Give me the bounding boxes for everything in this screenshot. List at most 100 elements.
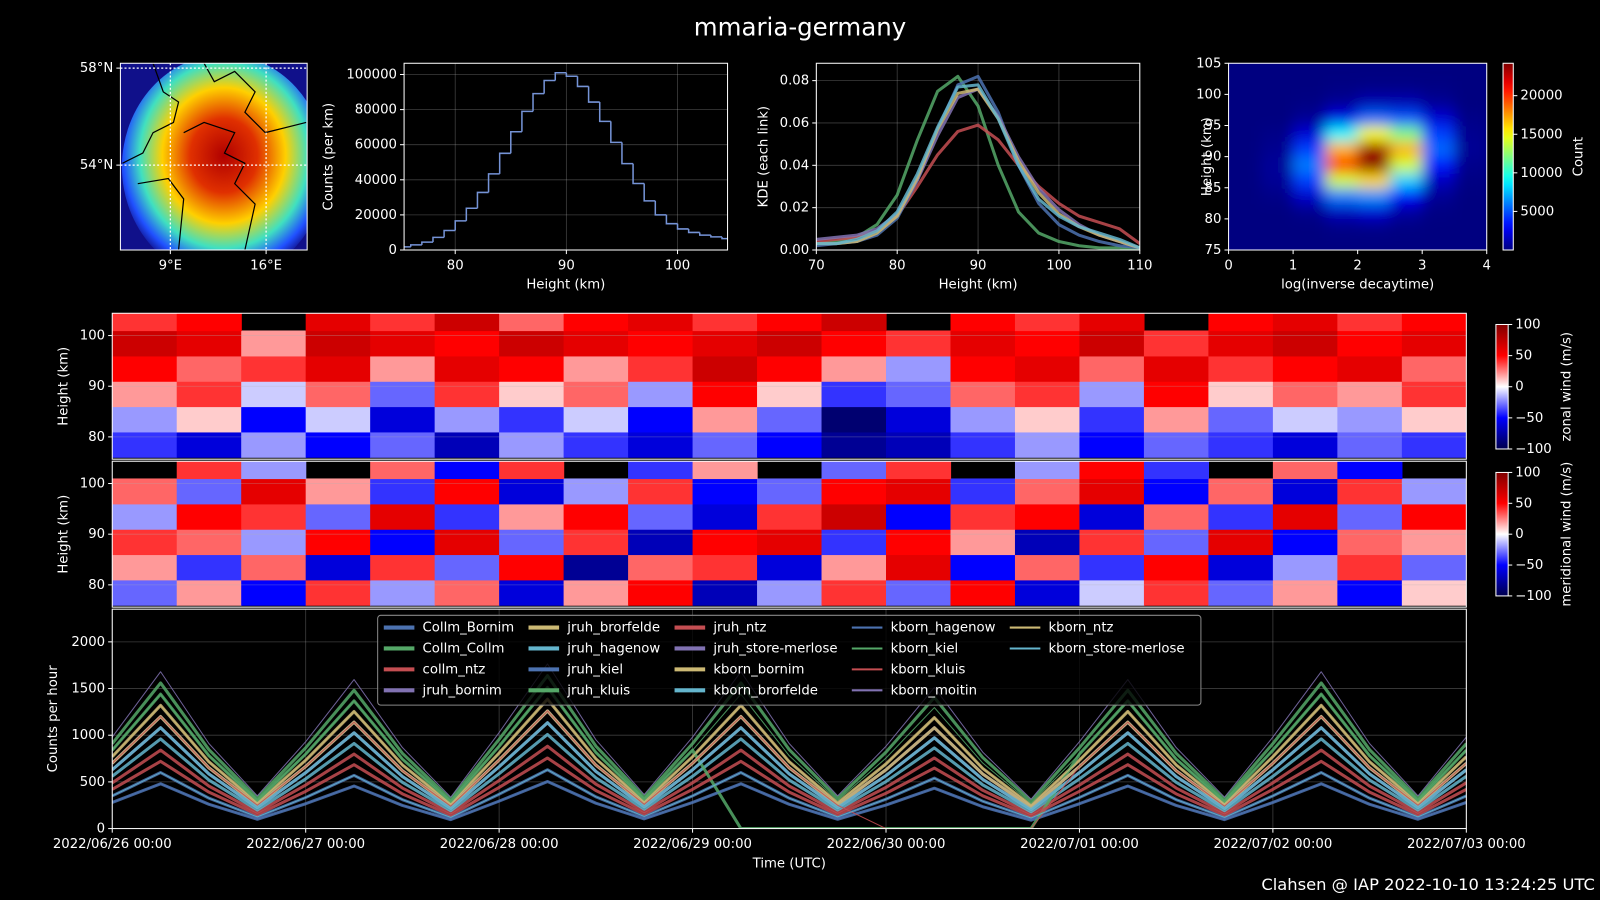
y-tick-label: 54°N <box>80 158 113 173</box>
y-tick-label: 1000 <box>71 728 105 743</box>
x-tick-label: 2022/06/29 00:00 <box>633 837 752 852</box>
heatmap-cell <box>1079 579 1145 606</box>
heatmap-cell <box>305 579 371 606</box>
heatmap-cell <box>1272 431 1338 458</box>
heatmap-cell <box>434 330 500 357</box>
y-axis-label: KDE (each link) <box>756 106 771 207</box>
heatmap-cell <box>950 478 1016 505</box>
heatmap-cell <box>1208 579 1274 606</box>
x-tick-label: 9°E <box>159 258 182 273</box>
y-tick-label: 2000 <box>71 635 105 650</box>
y-tick-label: 80000 <box>355 103 397 118</box>
y-tick-label: 100 <box>80 329 105 344</box>
heatmap-cell <box>757 355 823 382</box>
heatmap-cell <box>692 554 758 581</box>
heatmap-cell <box>1422 78 1456 95</box>
heatmap-cell <box>434 579 500 606</box>
heatmap-cell <box>241 529 307 556</box>
colorbar-tick-label: 50 <box>1515 496 1532 511</box>
heatmap-cell <box>1293 234 1326 250</box>
heatmap-cell <box>886 431 952 458</box>
y-tick-label: 105 <box>1196 56 1221 71</box>
legend-label: jruh_store-merlose <box>712 641 837 656</box>
heatmap-cell <box>176 406 242 433</box>
heatmap-cell <box>305 431 371 458</box>
y-tick-label: 80 <box>88 430 105 445</box>
colorbar-tick-label: 50 <box>1515 349 1532 364</box>
heatmap-cell <box>950 313 1016 332</box>
heatmap-cell <box>1260 78 1294 95</box>
axes-frame <box>111 608 1467 830</box>
legend-label: jruh_bornim <box>422 683 502 698</box>
heatmap-cell <box>176 330 242 357</box>
heatmap-cell <box>1357 141 1391 158</box>
x-axis-label: Height (km) <box>939 278 1018 293</box>
heatmap-cell <box>821 330 887 357</box>
y-tick-label: 90 <box>88 527 105 542</box>
heatmap-cell <box>1079 554 1145 581</box>
heatmap-cell <box>1293 187 1326 204</box>
y-axis-label: Counts per hour <box>46 665 61 773</box>
colorbar-label: Count <box>1572 137 1587 176</box>
heatmap-cell <box>1272 355 1338 382</box>
heatmap-cell <box>1208 406 1274 433</box>
heatmap-cell <box>1014 478 1081 505</box>
y-tick-label: 90 <box>1205 150 1222 165</box>
heatmap-cell <box>370 381 436 408</box>
heatmap-cell <box>563 478 629 505</box>
x-tick-label: 16°E <box>250 258 282 273</box>
heatmap-cell <box>241 381 307 408</box>
histogram-bin <box>698 232 711 236</box>
heatmap-cell <box>563 330 629 357</box>
y-tick-label: 0.02 <box>780 201 810 216</box>
heatmap-cell <box>692 461 758 480</box>
heatmap-cell <box>1337 381 1403 408</box>
heatmap-cell <box>241 431 307 458</box>
y-tick-label: 0.00 <box>780 243 810 258</box>
heatmap-cell <box>821 461 887 480</box>
heatmap-cell <box>1014 461 1081 480</box>
heatmap-cell <box>821 503 887 530</box>
heatmap-cell <box>1208 313 1274 332</box>
heatmap-cells <box>1228 63 1487 250</box>
heatmap-cell <box>1014 503 1081 530</box>
heatmap-cell <box>434 406 500 433</box>
heatmap-cell <box>176 381 242 408</box>
legend-box <box>377 614 1202 706</box>
heatmap-cell <box>241 478 307 505</box>
heatmap-cell <box>499 478 565 505</box>
heatmap-cell <box>370 406 436 433</box>
heatmap-cell <box>1357 78 1391 95</box>
heatmap-cell <box>1337 478 1403 505</box>
axes-frame <box>119 62 308 251</box>
heatmap-cell <box>1228 156 1262 173</box>
colorbar-label: zonal wind (m/s) <box>1559 332 1574 442</box>
x-tick-label: 2022/07/01 00:00 <box>1020 837 1139 852</box>
x-tick-label: 0 <box>1224 258 1232 273</box>
y-tick-label: 60000 <box>355 138 397 153</box>
heatmap-cell <box>821 381 887 408</box>
heatmap-cell <box>499 355 565 382</box>
heatmap-cell <box>1014 330 1081 357</box>
heatmap-cell <box>112 478 178 505</box>
colorbar-tick-label: 10000 <box>1520 166 1562 181</box>
heatmap-cell <box>1143 355 1210 382</box>
heatmap-cell <box>1293 141 1326 158</box>
heatmap-cell <box>563 579 629 606</box>
heatmap-cell <box>241 406 307 433</box>
heatmap-cell <box>1014 355 1081 382</box>
x-tick-label: 2022/07/03 00:00 <box>1407 837 1526 852</box>
heatmap-cell <box>1401 355 1467 382</box>
heatmap-cell <box>1079 355 1145 382</box>
heatmap-cell <box>1014 529 1081 556</box>
colorbar-label: meridional wind (m/s) <box>1559 462 1574 607</box>
heatmap-cell <box>1337 579 1403 606</box>
heatmap-cell <box>757 406 823 433</box>
axes-frame <box>403 62 729 251</box>
heatmap-cell <box>1014 406 1081 433</box>
series-line <box>816 83 1140 250</box>
y-tick-label: 90 <box>88 379 105 394</box>
heatmap-cell <box>1143 330 1210 357</box>
histogram-bin <box>665 214 678 225</box>
